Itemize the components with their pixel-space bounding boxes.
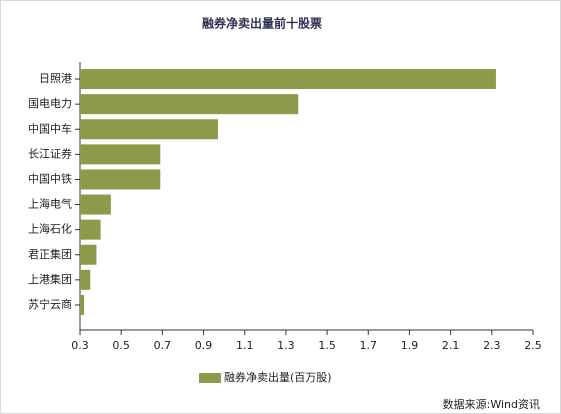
- bar: [80, 294, 85, 315]
- bar: [80, 219, 101, 240]
- x-tick-label: 2.1: [442, 339, 460, 352]
- y-tick-label: 上港集团: [28, 272, 72, 286]
- y-tick-label: 中国中车: [28, 121, 72, 135]
- x-tick-label: 1.9: [401, 339, 419, 352]
- bar: [80, 269, 91, 290]
- bar: [80, 169, 161, 190]
- y-tick-label: 中国中铁: [28, 172, 72, 185]
- bar: [80, 244, 97, 265]
- y-tick-label: 上海电气: [28, 197, 72, 211]
- legend-label: 融券净卖出量(百万股): [224, 370, 332, 384]
- x-tick-label: 0.7: [154, 339, 172, 352]
- x-tick-label: 1.3: [277, 339, 295, 352]
- bar: [80, 144, 161, 165]
- bar: [80, 119, 218, 140]
- x-tick-label: 0.5: [112, 339, 130, 352]
- y-tick-label: 日照港: [39, 72, 72, 85]
- x-tick-label: 2.5: [524, 339, 542, 352]
- x-tick-label: 0.9: [195, 339, 213, 352]
- source-note: 数据来源:Wind资讯: [443, 397, 540, 411]
- x-tick-label: 0.3: [71, 339, 89, 352]
- y-tick-label: 上海石化: [28, 222, 72, 236]
- y-tick-label: 君正集团: [28, 247, 72, 261]
- y-tick-label: 国电电力: [28, 97, 72, 110]
- x-tick-label: 1.7: [360, 339, 378, 352]
- bar: [80, 69, 496, 90]
- legend-swatch: [199, 373, 221, 383]
- chart-title: 融券净卖出量前十股票: [202, 16, 322, 31]
- x-tick-label: 1.5: [318, 339, 336, 352]
- x-tick-label: 1.1: [236, 339, 254, 352]
- y-tick-label: 苏宁云商: [28, 297, 72, 311]
- y-tick-label: 长江证券: [28, 146, 72, 160]
- x-tick-label: 2.3: [483, 339, 501, 352]
- bar: [80, 194, 111, 215]
- bar: [80, 94, 299, 115]
